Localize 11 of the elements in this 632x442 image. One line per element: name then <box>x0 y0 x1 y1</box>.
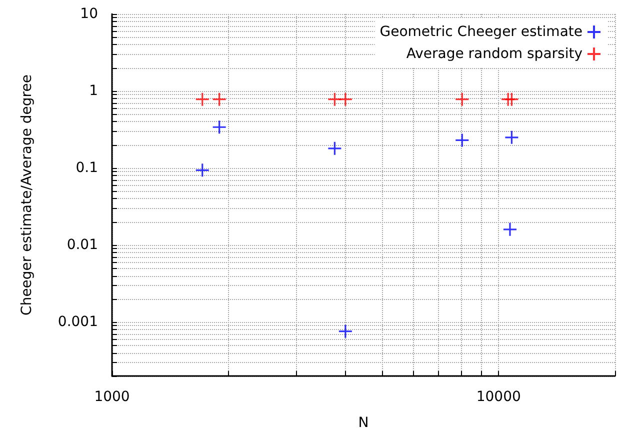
y-tick-label: 1 <box>89 83 98 100</box>
x-axis-title: N <box>358 415 369 431</box>
x-tick-label: 10000 <box>476 389 521 405</box>
y-tick-label: 10 <box>80 6 98 22</box>
y-tick-label: 0.1 <box>76 160 98 176</box>
x-tick-label: 1000 <box>94 389 130 405</box>
y-tick-label: 0.01 <box>66 237 98 254</box>
y-tick-label: 0.001 <box>58 314 98 330</box>
y-axis-title: Cheeger estimate/Average degree <box>19 74 35 316</box>
legend-label: Average random sparsity <box>406 46 582 62</box>
legend-label: Geometric Cheeger estimate <box>380 24 582 40</box>
